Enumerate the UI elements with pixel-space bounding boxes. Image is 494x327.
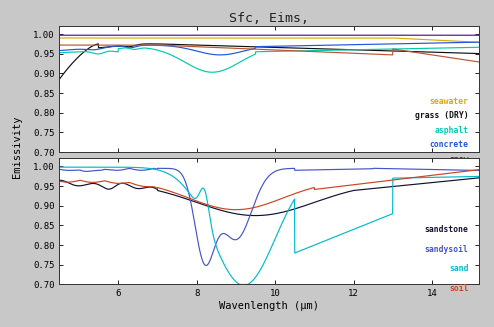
Text: sandysoil: sandysoil (425, 245, 469, 254)
Text: soil: soil (449, 284, 469, 293)
Text: snow: snow (449, 155, 469, 164)
Text: grass (DRY): grass (DRY) (415, 111, 469, 120)
Title: Sfc, Eims,: Sfc, Eims, (229, 12, 309, 25)
Text: concrete: concrete (430, 140, 469, 149)
X-axis label: Wavenlength (μm): Wavenlength (μm) (219, 301, 319, 311)
Text: seawater: seawater (430, 97, 469, 106)
Text: ice: ice (454, 169, 469, 178)
Text: asphalt: asphalt (435, 126, 469, 135)
Text: sand: sand (449, 264, 469, 273)
Text: Emissivity: Emissivity (12, 116, 22, 179)
Text: sandstone: sandstone (425, 225, 469, 234)
